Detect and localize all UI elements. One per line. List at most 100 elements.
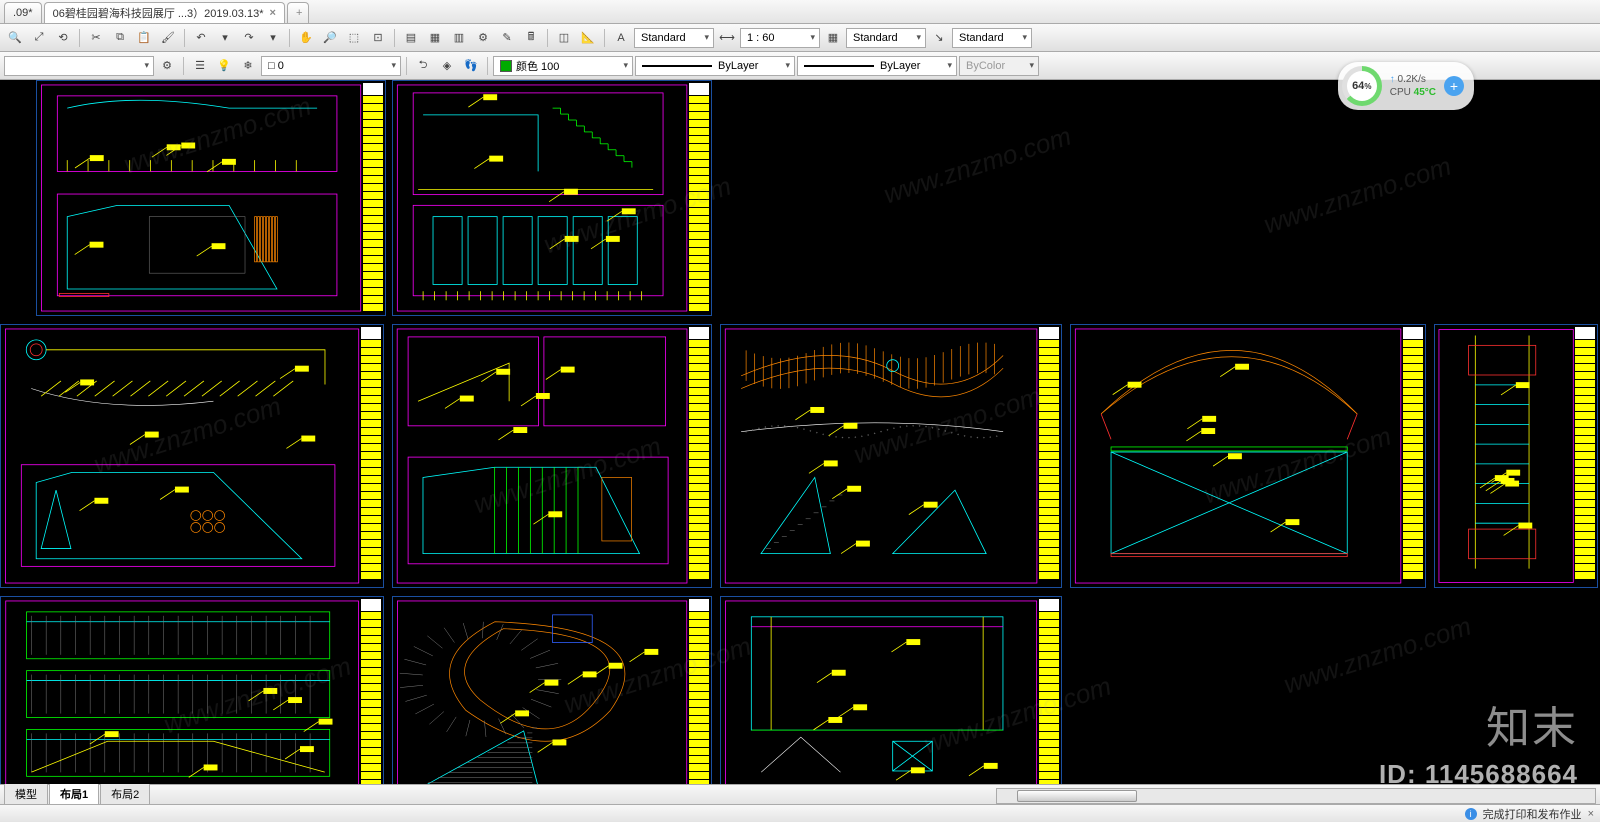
tab-label: .09* — [13, 7, 33, 19]
layout1-tab[interactable]: 布局1 — [49, 784, 99, 805]
drawing-sheet — [392, 324, 712, 588]
status-close-icon[interactable]: × — [1588, 808, 1594, 820]
zoom-scale-icon[interactable]: ⬚ — [343, 27, 365, 49]
anno-scale-dropdown[interactable]: 1 : 60 — [740, 28, 820, 48]
redo-dd-icon[interactable]: ▾ — [262, 27, 284, 49]
sheet-set-icon[interactable]: ▦ — [424, 27, 446, 49]
zoom-realtime-icon[interactable]: 🔎 — [319, 27, 341, 49]
separator — [406, 57, 407, 75]
layer-iso-icon[interactable]: ◈ — [436, 55, 458, 77]
watermark-logo: 知末 — [1486, 692, 1578, 756]
title-block — [361, 599, 381, 798]
quickcalc-icon[interactable]: 🖩 — [520, 27, 542, 49]
match-prop-icon[interactable]: 🖌 — [157, 27, 179, 49]
color-label: 颜色 100 — [516, 58, 559, 74]
undo-icon[interactable]: ↶ — [190, 27, 212, 49]
file-tab-prev[interactable]: .09* — [4, 2, 42, 23]
status-bar: i 完成打印和发布作业 × — [0, 804, 1600, 822]
table-style-icon[interactable]: ▦ — [822, 27, 844, 49]
tab-close-icon[interactable]: × — [270, 7, 276, 19]
title-block — [1039, 327, 1059, 585]
zoom-window-icon[interactable]: 🔍 — [4, 27, 26, 49]
toolbar-main: 🔍 ⤢ ⟲ ✂ ⧉ 📋 🖌 ↶ ▾ ↷ ▾ ✋ 🔎 ⬚ ⊡ ▤ ▦ ▥ ⚙ ✎ … — [0, 24, 1600, 52]
model-tab[interactable]: 模型 — [4, 784, 48, 805]
color-dropdown[interactable]: 颜色 100 — [493, 56, 633, 76]
drawing-sheet — [1070, 324, 1426, 588]
drawing-sheet — [720, 324, 1062, 588]
lineweight-preview — [804, 65, 874, 67]
copy-icon[interactable]: ⧉ — [109, 27, 131, 49]
cpu-percent: 64% — [1347, 71, 1377, 101]
cpu-monitor-widget[interactable]: 64% ↑ 0.2K/s CPU 45°C + — [1338, 62, 1474, 110]
redo-icon[interactable]: ↷ — [238, 27, 260, 49]
title-block — [689, 599, 709, 798]
color-swatch — [500, 60, 512, 72]
dim-style-icon[interactable]: ⟷ — [716, 27, 738, 49]
linetype-preview — [642, 65, 712, 67]
drawing-sheet — [392, 80, 712, 316]
linetype-dropdown[interactable]: ByLayer — [635, 56, 795, 76]
plotstyle-dropdown[interactable]: ByColor — [959, 56, 1039, 76]
separator — [183, 57, 184, 75]
info-icon: i — [1465, 808, 1477, 820]
file-tab-active[interactable]: 06碧桂园碧海科技园展厅 ...3）2019.03.13* × — [44, 2, 285, 23]
tool-palette-icon[interactable]: ▥ — [448, 27, 470, 49]
workspace-settings-icon[interactable]: ⚙ — [156, 55, 178, 77]
layer-dropdown[interactable]: □ 0 — [261, 56, 401, 76]
layer-walk-icon[interactable]: 👣 — [460, 55, 482, 77]
separator — [394, 29, 395, 47]
title-block — [689, 327, 709, 585]
drawing-canvas[interactable]: www.znzmo.comwww.znzmo.comwww.znzmo.comw… — [0, 80, 1600, 798]
mleader-style-icon[interactable]: ↘ — [928, 27, 950, 49]
layer-list-icon[interactable]: ☰ — [189, 55, 211, 77]
layer-on-icon[interactable]: 💡 — [213, 55, 235, 77]
table-style-dropdown[interactable]: Standard — [846, 28, 926, 48]
measure-icon[interactable]: 📐 — [577, 27, 599, 49]
status-message: 完成打印和发布作业 — [1483, 806, 1582, 822]
watermark-text: www.znzmo.com — [1260, 151, 1455, 241]
zoom-prev-icon[interactable]: ⟲ — [52, 27, 74, 49]
scrollbar-thumb[interactable] — [1017, 790, 1137, 802]
horizontal-scrollbar[interactable] — [996, 788, 1596, 804]
title-block — [689, 83, 709, 313]
watermark-text: www.znzmo.com — [880, 121, 1075, 211]
zoom-extents-icon[interactable]: ⤢ — [28, 27, 50, 49]
linetype-label: ByLayer — [718, 60, 758, 72]
title-block — [1403, 327, 1423, 585]
undo-dd-icon[interactable]: ▾ — [214, 27, 236, 49]
layer-freeze-icon[interactable]: ❄ — [237, 55, 259, 77]
drawing-sheet — [392, 596, 712, 798]
zoom-all-icon[interactable]: ⊡ — [367, 27, 389, 49]
cpu-ring-gauge: 64% — [1342, 66, 1382, 106]
tab-label: 06碧桂园碧海科技园展厅 ...3）2019.03.13* — [53, 5, 264, 21]
workspace-dropdown[interactable] — [4, 56, 154, 76]
title-block — [1575, 327, 1595, 585]
block-icon[interactable]: ◫ — [553, 27, 575, 49]
title-block — [361, 327, 381, 585]
layer-prev-icon[interactable]: ⮌ — [412, 55, 434, 77]
text-style-icon[interactable]: A — [610, 27, 632, 49]
tab-add-button[interactable]: + — [287, 2, 309, 23]
lineweight-label: ByLayer — [880, 60, 920, 72]
cut-icon[interactable]: ✂ — [85, 27, 107, 49]
separator — [289, 29, 290, 47]
title-block — [363, 83, 383, 313]
text-style-dropdown[interactable]: Standard — [634, 28, 714, 48]
drawing-sheet — [0, 596, 384, 798]
separator — [604, 29, 605, 47]
separator — [184, 29, 185, 47]
markup-icon[interactable]: ✎ — [496, 27, 518, 49]
separator — [487, 57, 488, 75]
watermark-text: www.znzmo.com — [1280, 611, 1475, 701]
mleader-style-dropdown[interactable]: Standard — [952, 28, 1032, 48]
design-center-icon[interactable]: ⚙ — [472, 27, 494, 49]
lineweight-dropdown[interactable]: ByLayer — [797, 56, 957, 76]
paste-icon[interactable]: 📋 — [133, 27, 155, 49]
layout2-tab[interactable]: 布局2 — [100, 784, 150, 805]
pan-icon[interactable]: ✋ — [295, 27, 317, 49]
drawing-sheet — [1434, 324, 1598, 588]
drawing-sheet — [0, 324, 384, 588]
cpu-add-button[interactable]: + — [1444, 76, 1464, 96]
drawing-sheet — [36, 80, 386, 316]
properties-icon[interactable]: ▤ — [400, 27, 422, 49]
